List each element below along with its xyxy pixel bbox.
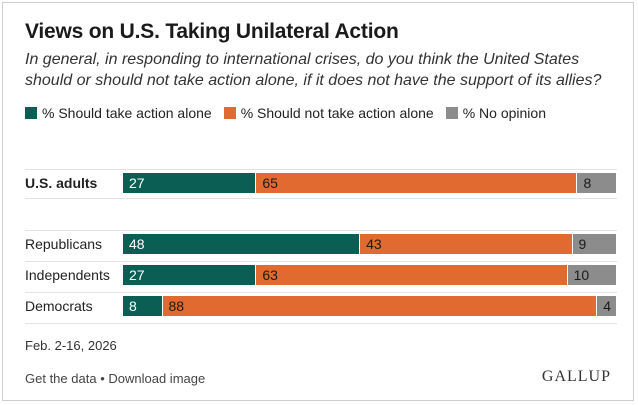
footer-separator: • xyxy=(100,371,105,386)
bar-segment: 27 xyxy=(123,173,257,193)
bar-segment: 27 xyxy=(123,265,257,285)
bar-segment: 4 xyxy=(597,296,617,316)
bar-segment: 48 xyxy=(123,234,361,254)
legend-label-no-opinion: % No opinion xyxy=(462,105,546,121)
row-divider xyxy=(25,198,617,199)
bar-segment: 8 xyxy=(577,173,617,193)
bar-segment: 88 xyxy=(162,296,598,316)
category-label: Republicans xyxy=(25,236,103,252)
legend-item-not-take-action: % Should not take action alone xyxy=(223,105,434,121)
legend-label-not-take-action: % Should not take action alone xyxy=(240,105,434,121)
footer-links: Get the data • Download image xyxy=(25,371,205,386)
legend-swatch-not-take-action xyxy=(223,107,236,119)
legend: % Should take action alone % Should not … xyxy=(25,105,558,121)
bar-segment: 63 xyxy=(256,265,568,285)
download-image-link[interactable]: Download image xyxy=(108,371,206,386)
row-divider xyxy=(25,230,617,231)
bar-segment: 9 xyxy=(572,234,617,254)
get-data-link[interactable]: Get the data xyxy=(25,371,97,386)
row-divider xyxy=(25,323,617,324)
bar-segment: 8 xyxy=(123,296,163,316)
category-label: Democrats xyxy=(25,298,93,314)
row-divider xyxy=(25,169,617,170)
legend-swatch-take-action xyxy=(25,107,37,119)
gallup-logo: GALLUP xyxy=(541,368,611,385)
row-divider xyxy=(25,261,617,262)
chart-subtitle: In general, in responding to internation… xyxy=(25,51,602,89)
chart-title: Views on U.S. Taking Unilateral Action xyxy=(25,20,399,43)
bar-segment: 10 xyxy=(567,265,617,285)
legend-item-no-opinion: % No opinion xyxy=(445,105,546,121)
chart-card: Views on U.S. Taking Unilateral Action I… xyxy=(2,2,634,401)
bar-segment: 43 xyxy=(360,234,573,254)
category-label: U.S. adults xyxy=(25,175,98,191)
legend-item-take-action: % Should take action alone xyxy=(25,105,212,121)
legend-label-take-action: % Should take action alone xyxy=(42,105,212,121)
category-label: Independents xyxy=(25,267,110,283)
legend-swatch-no-opinion xyxy=(445,107,458,119)
bar-segment: 65 xyxy=(256,173,578,193)
survey-date: Feb. 2-16, 2026 xyxy=(25,338,117,353)
row-divider xyxy=(25,292,617,293)
